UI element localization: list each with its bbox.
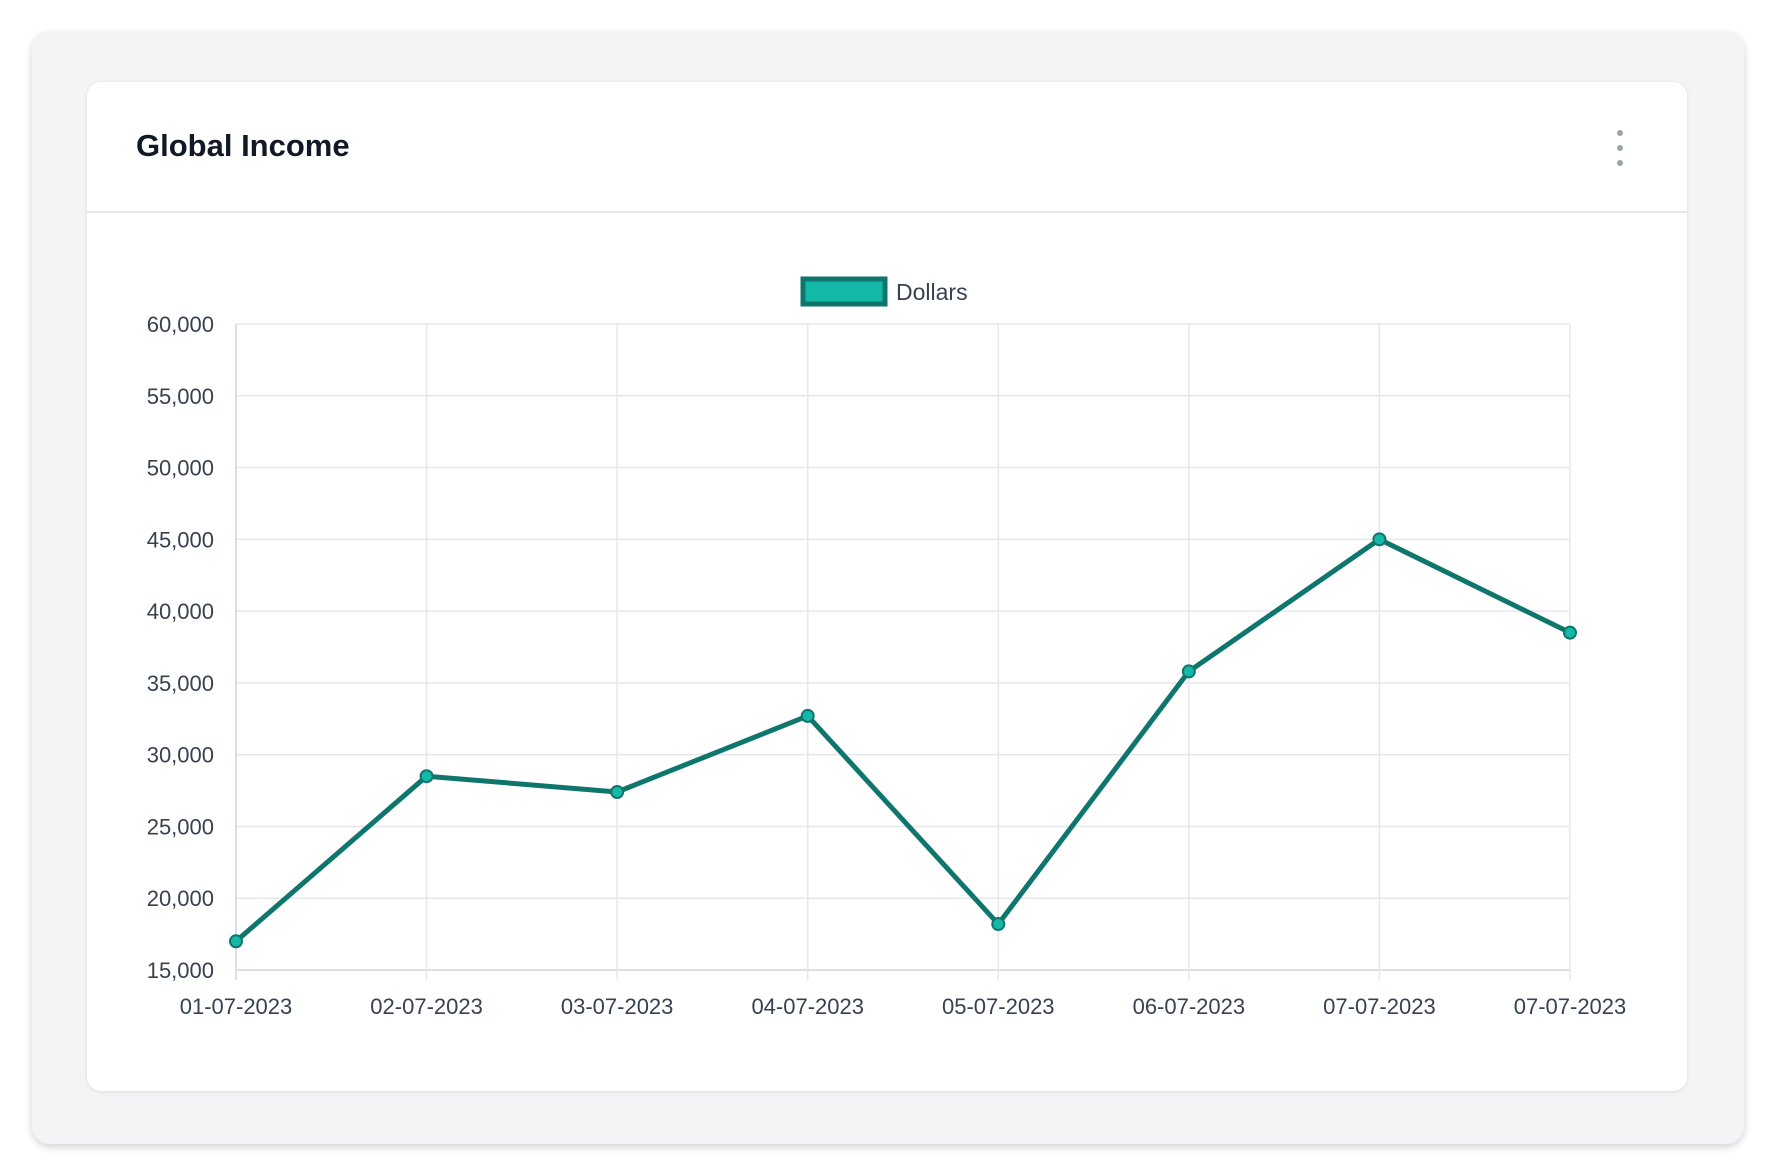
x-tick-label: 07-07-2023 xyxy=(1323,994,1436,1019)
x-tick-label: 03-07-2023 xyxy=(561,994,674,1019)
x-tick-label: 02-07-2023 xyxy=(370,994,483,1019)
y-tick-label: 35,000 xyxy=(147,671,214,696)
y-tick-label: 20,000 xyxy=(147,886,214,911)
series-line xyxy=(234,536,1572,944)
y-tick-label: 15,000 xyxy=(147,958,214,983)
y-tick-label: 55,000 xyxy=(147,384,214,409)
y-tick-label: 60,000 xyxy=(147,312,214,337)
x-tick-label: 07-07-2023 xyxy=(1514,994,1627,1019)
data-point xyxy=(800,708,815,723)
data-point xyxy=(229,934,243,949)
legend-swatch xyxy=(800,276,888,307)
card-title: Global Income xyxy=(136,128,350,163)
global-income-card: Global Income xyxy=(87,82,1687,1091)
y-tick-label: 50,000 xyxy=(147,456,214,481)
data-point xyxy=(610,784,625,799)
x-tick-label: 06-07-2023 xyxy=(1133,994,1246,1019)
x-tick-label: 05-07-2023 xyxy=(942,994,1055,1019)
y-tick-label: 25,000 xyxy=(147,814,214,839)
legend-label: Dollars xyxy=(896,279,968,305)
y-tick-label: 30,000 xyxy=(147,743,214,768)
y-tick-label: 40,000 xyxy=(147,599,214,624)
data-point xyxy=(419,769,434,784)
data-point xyxy=(1563,625,1577,640)
card-header: Global Income xyxy=(87,82,1687,213)
x-tick-label: 04-07-2023 xyxy=(751,994,864,1019)
data-point xyxy=(1181,664,1196,679)
kebab-vertical-icon[interactable] xyxy=(1613,130,1627,166)
data-point xyxy=(1372,532,1387,547)
y-tick-label: 45,000 xyxy=(147,527,214,552)
x-tick-label: 01-07-2023 xyxy=(180,994,293,1019)
data-point xyxy=(991,917,1006,932)
